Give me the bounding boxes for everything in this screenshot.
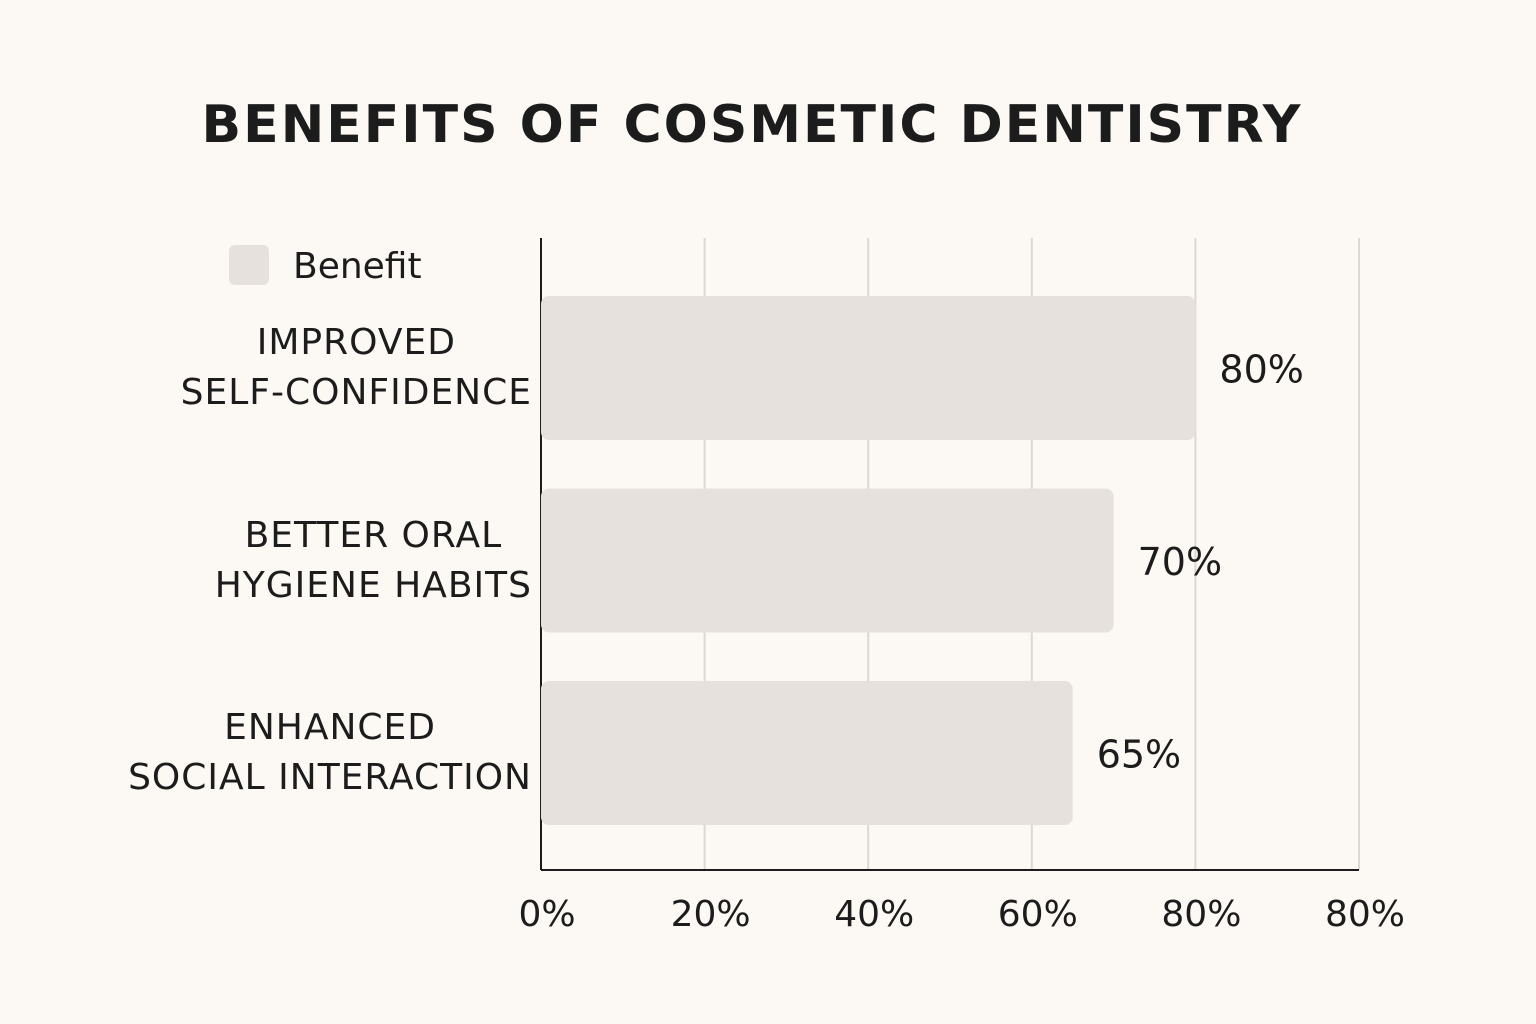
value-label: 70% [1138, 540, 1222, 584]
legend-label: Benefit [293, 246, 422, 287]
chart-title: BENEFITS OF COSMETIC DENTISTRY [202, 95, 1303, 155]
y-tick-label: IMPROVED SELF-CONFIDENCE [180, 322, 532, 413]
bar [541, 296, 1196, 440]
x-tick-label: 60% [998, 894, 1078, 935]
value-label: 65% [1097, 733, 1181, 777]
bar [541, 681, 1073, 825]
x-tick-label: 80% [1325, 894, 1405, 935]
y-tick-label: BETTER ORAL HYGIENE HABITS [214, 514, 532, 606]
x-tick-label: 0% [518, 894, 575, 935]
x-tick-label: 40% [834, 894, 914, 935]
x-tick-label: 20% [671, 894, 751, 935]
x-tick-label: 80% [1161, 894, 1241, 935]
legend-swatch [229, 245, 269, 285]
y-tick-label: ENHANCED SOCIAL INTERACTION [128, 707, 532, 798]
bar [541, 488, 1114, 633]
value-label: 80% [1219, 348, 1303, 392]
